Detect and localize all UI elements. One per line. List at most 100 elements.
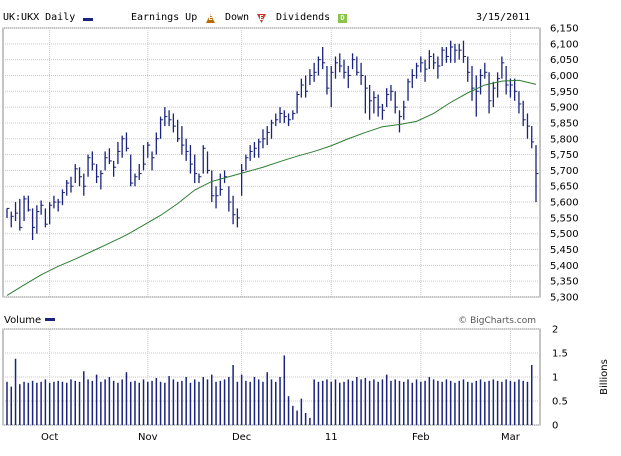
price-bar [479, 69, 484, 95]
price-bar [168, 110, 172, 127]
price-bar [531, 126, 535, 149]
price-panel: 6,150 6,100 6,050 6,000 5,950 5,900 5,850 5,800… [2, 24, 579, 304]
price-bar [300, 78, 304, 98]
price-bar [279, 107, 283, 123]
price-y-tick-label: 5,450 [550, 245, 579, 256]
price-bar [206, 151, 211, 174]
price-bar [23, 195, 27, 222]
price-bar [44, 208, 48, 228]
price-bar [172, 113, 176, 133]
price-bar [181, 126, 185, 155]
price-bar [40, 200, 44, 215]
price-y-tick-label: 5,650 [550, 182, 579, 193]
price-bar [211, 170, 215, 203]
price-bar [147, 141, 151, 158]
price-bar [492, 81, 496, 108]
price-y-tick-label: 5,850 [550, 118, 579, 129]
price-bar [411, 69, 415, 89]
price-bar [373, 91, 377, 114]
x-tick-label: Feb [412, 432, 430, 443]
price-bar [309, 69, 313, 85]
price-bar [475, 75, 479, 117]
price-bar [108, 148, 112, 165]
price-bar [287, 113, 292, 127]
earnings-down-triangle [257, 14, 266, 23]
price-bar [501, 56, 505, 79]
price-bar [219, 173, 223, 196]
price-bar [496, 72, 501, 98]
price-y-tick-label: 5,600 [550, 198, 579, 209]
price-bar [113, 160, 117, 177]
x-tick-label: Oct [41, 432, 58, 443]
price-bar [437, 56, 441, 79]
price-bar [14, 202, 19, 222]
price-bar [236, 208, 240, 228]
price-y-tick-label: 6,100 [550, 39, 579, 50]
x-tick-label: 11 [325, 432, 338, 443]
price-bar [326, 65, 330, 95]
price-y-tick-label: 5,350 [550, 277, 579, 288]
price-bar [53, 195, 57, 209]
price-bar [262, 129, 266, 149]
x-tick-label: Nov [138, 432, 158, 443]
price-bar [304, 75, 309, 98]
price-bar [368, 84, 373, 120]
volume-swatch [45, 318, 55, 321]
price-y-axis: 6,150 6,100 6,050 6,000 5,950 5,900 5,850 5,800… [550, 24, 579, 304]
price-bar [381, 103, 385, 120]
price-series-swatch [83, 18, 93, 21]
price-bar [514, 78, 518, 101]
price-bar [509, 78, 513, 98]
price-bar [70, 176, 74, 193]
price-bar [198, 173, 202, 184]
price-bar [360, 62, 364, 85]
price-bar [142, 145, 147, 171]
price-bar [454, 43, 458, 63]
price-bar [428, 50, 432, 70]
price-bar [424, 59, 428, 82]
price-bar [403, 100, 407, 120]
earnings-down-label: Down [225, 12, 250, 23]
price-bar [445, 46, 449, 63]
price-bar [185, 138, 189, 161]
price-bar [6, 207, 10, 218]
price-bar [330, 65, 334, 108]
x-tick-label: Mar [501, 432, 521, 443]
price-bar [441, 46, 445, 66]
volume-y-axis: 2 1.5 1 0.5 0 [552, 325, 568, 432]
price-bar [249, 145, 253, 161]
price-bar [518, 91, 522, 114]
price-bar [134, 173, 138, 187]
price-y-tick-label: 5,550 [550, 213, 579, 224]
price-bar [407, 78, 411, 101]
price-bar [253, 141, 257, 158]
bigcharts-credit: © BigCharts.com [458, 316, 536, 326]
price-bar [189, 145, 193, 174]
price-bar [347, 65, 351, 89]
price-bar [151, 151, 155, 171]
price-y-tick-label: 5,750 [550, 150, 579, 161]
price-bar [522, 100, 526, 127]
price-bar [339, 53, 343, 73]
price-bar [420, 56, 424, 73]
volume-y-tick-label: 1 [552, 373, 558, 384]
price-bar [66, 179, 70, 196]
price-bar [159, 116, 164, 139]
price-plot-frame [2, 27, 541, 298]
price-bar [194, 154, 198, 184]
price-y-tick-label: 6,000 [550, 71, 579, 82]
price-bar [313, 62, 317, 82]
price-bar [121, 135, 125, 158]
price-bar [138, 164, 142, 180]
price-bar [245, 154, 249, 171]
price-bar [266, 126, 270, 146]
x-axis: Oct Nov Dec 11 Feb Mar [41, 432, 521, 443]
chart-date: 3/15/2011 [476, 12, 531, 23]
earnings-up-triangle [206, 14, 215, 23]
x-tick-label: Dec [232, 432, 251, 443]
price-bar [10, 211, 14, 228]
price-bar [100, 170, 104, 190]
volume-y-tick-label: 0 [552, 421, 558, 432]
price-bar [223, 170, 228, 184]
